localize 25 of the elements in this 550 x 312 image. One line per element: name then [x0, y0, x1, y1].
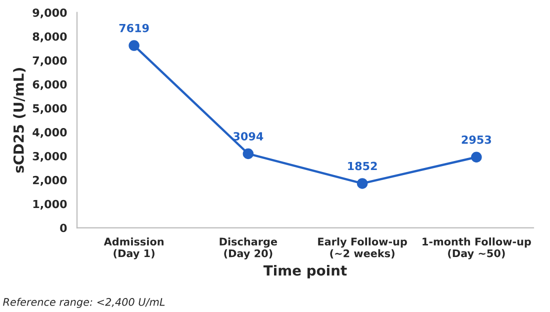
data-label: 2953 [462, 135, 492, 144]
data-label: 3094 [233, 132, 264, 140]
point [128, 40, 140, 51]
y-tick-label: 9,000 [32, 8, 67, 18]
y-tick-label: 5,000 [32, 104, 67, 114]
y-tick-label: 0 [60, 224, 67, 232]
y-tick-label: 7,000 [32, 56, 67, 66]
point [471, 152, 482, 163]
y-tick-label: 3,000 [32, 152, 67, 162]
x-tick-label: Early Follow-up (~2 weeks) [318, 237, 407, 259]
point [356, 178, 368, 189]
y-tick-label: 1,000 [33, 200, 67, 210]
x-tick-label: Discharge (Day 20) [220, 237, 278, 260]
y-tick-label: 8,000 [32, 32, 67, 42]
x-tick-label: 1-month Follow-up (Day ~50) [422, 237, 531, 260]
x-tick-label: Admission (Day 1) [104, 237, 164, 260]
point [242, 148, 254, 160]
data-label: 1852 [348, 162, 377, 170]
y-tick-label: 4,000 [32, 128, 67, 138]
text: Reference range: <2,400 U/mL [3, 298, 165, 308]
y-tick-label: 6,000 [32, 80, 67, 90]
data-label: 7619 [119, 24, 149, 32]
y-axis-title: sCD25 (U/mL) [13, 68, 26, 173]
y-tick-label: 2,000 [33, 176, 67, 186]
x-axis-title: Time point [263, 264, 347, 278]
